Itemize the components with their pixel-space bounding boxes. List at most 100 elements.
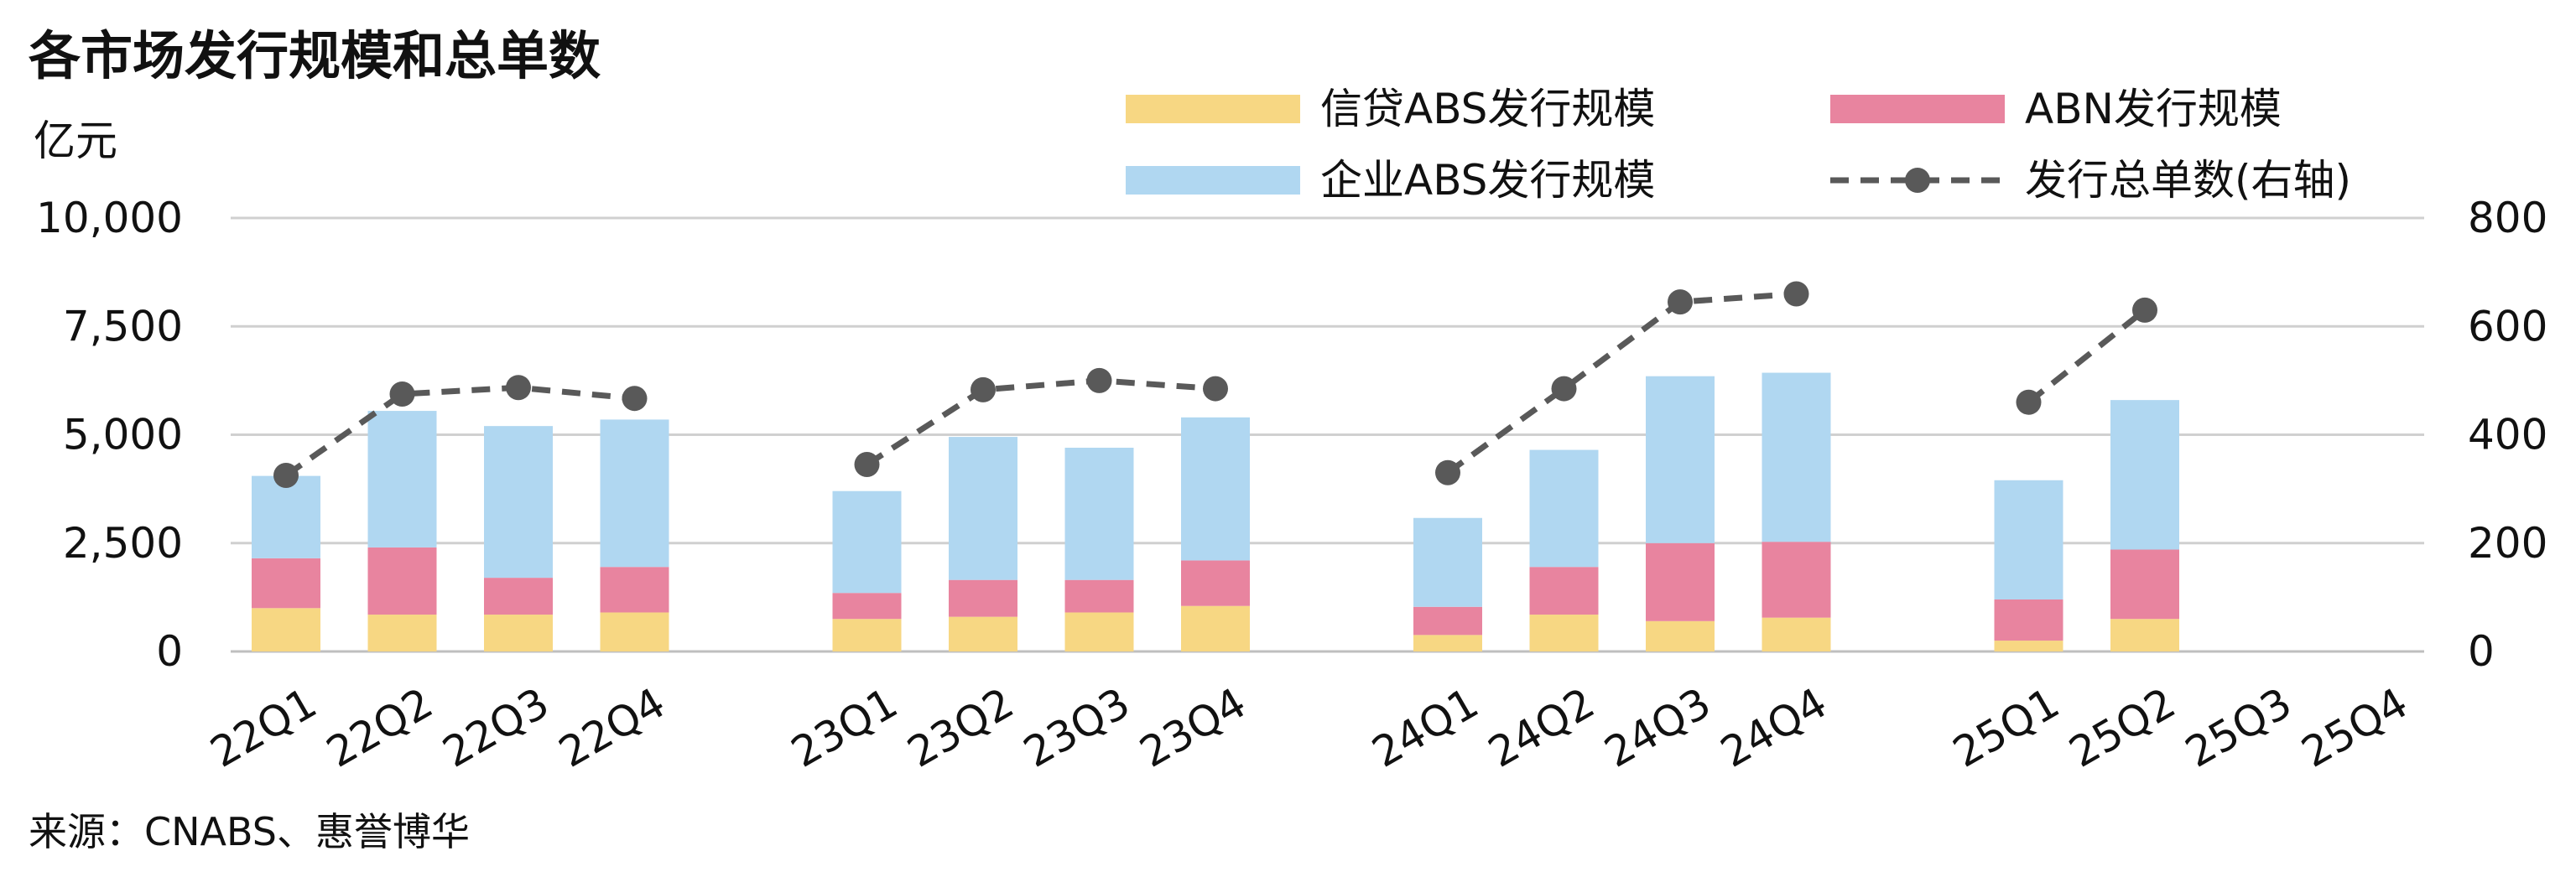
legend-label: ABN发行规模: [2025, 85, 2282, 133]
bar-segment: [1064, 448, 1134, 580]
bars: [252, 372, 2179, 651]
source-note: 来源：CNABS、惠誉博华: [29, 809, 470, 854]
line-point: [1668, 289, 1693, 315]
line-series: [273, 281, 2157, 488]
bar-segment: [1646, 620, 1715, 651]
right-tick-label: 800: [2468, 194, 2547, 242]
line-segment: [865, 377, 1216, 467]
bar-segment: [949, 437, 1017, 580]
left-tick-label: 0: [156, 627, 183, 676]
x-tick-label: 24Q4: [1713, 678, 1835, 777]
right-tick-label: 400: [2468, 411, 2547, 459]
bar-segment: [252, 475, 320, 558]
line-point: [2132, 297, 2157, 323]
bar-segment: [600, 419, 669, 568]
bar-segment: [1064, 579, 1134, 613]
bar-segment: [1413, 635, 1482, 651]
bar-segment: [1181, 417, 1250, 561]
x-tick-label: 24Q1: [1364, 678, 1486, 777]
x-tick-label: 25Q1: [1945, 678, 2068, 777]
bar-segment: [949, 579, 1017, 617]
left-axis-ticks: 0 2,500 5,000 7,500 10,000: [36, 194, 183, 676]
left-tick-label: 10,000: [36, 194, 183, 242]
legend-label: 发行总单数(右轴): [2025, 156, 2351, 205]
bar-segment: [1181, 605, 1250, 651]
left-tick-label: 2,500: [63, 519, 183, 568]
bar-segment: [1413, 606, 1482, 636]
gridlines: [231, 216, 2424, 653]
x-tick-label: 22Q2: [319, 678, 441, 777]
bar-segment: [1529, 449, 1599, 568]
x-tick-label: 23Q1: [783, 678, 906, 777]
x-tick-label: 25Q2: [2061, 678, 2183, 777]
line-point: [1551, 376, 1577, 402]
left-tick-label: 5,000: [63, 411, 183, 459]
chart-title: 各市场发行规模和总单数: [29, 25, 601, 86]
right-axis-ticks: 0 200 400 600 800: [2468, 194, 2547, 676]
bar-segment: [832, 619, 902, 651]
bar-segment: [600, 612, 669, 651]
line-point: [854, 452, 880, 478]
bar-segment: [949, 616, 1017, 651]
right-tick-label: 200: [2468, 519, 2547, 568]
right-tick-label: 0: [2468, 627, 2495, 676]
bar-segment: [832, 490, 902, 594]
line-point: [1203, 376, 1228, 402]
bar-segment: [1646, 542, 1715, 621]
legend-swatch: [1126, 95, 1300, 123]
line-point: [273, 462, 299, 488]
x-tick-label: 25Q4: [2293, 678, 2416, 777]
x-tick-label: 22Q1: [202, 678, 325, 777]
bar-segment: [1762, 372, 1831, 542]
bar-segment: [1646, 376, 1715, 543]
x-tick-label: 23Q3: [1016, 678, 1138, 777]
line-point: [1086, 367, 1112, 393]
left-axis-unit: 亿元: [34, 117, 117, 165]
line-segment: [1445, 290, 1797, 475]
bar-segment: [2110, 549, 2179, 620]
line-point: [622, 386, 648, 412]
bar-segment: [1994, 641, 2063, 651]
legend-swatch: [1126, 166, 1300, 195]
bar-segment: [832, 593, 902, 620]
right-tick-label: 600: [2468, 302, 2547, 350]
bar-segment: [367, 615, 437, 651]
line-point: [389, 381, 415, 407]
x-tick-label: 24Q2: [1481, 678, 1603, 777]
x-tick-label: 23Q2: [899, 678, 1022, 777]
bar-segment: [1529, 615, 1599, 651]
bar-segment: [1181, 560, 1250, 606]
legend-marker: [1905, 168, 1930, 193]
bar-segment: [484, 578, 553, 615]
line-point: [1783, 281, 1809, 307]
bar-segment: [1762, 542, 1831, 618]
bar-segment: [1064, 612, 1134, 651]
bar-segment: [2110, 619, 2179, 651]
legend-label: 企业ABS发行规模: [1320, 156, 1655, 205]
x-tick-label: 22Q4: [551, 678, 674, 777]
x-tick-label: 24Q3: [1596, 678, 1719, 777]
line-point: [2016, 389, 2042, 415]
bar-segment: [1762, 617, 1831, 651]
line-point: [1435, 459, 1460, 485]
bar-segment: [2110, 400, 2179, 550]
line-point: [971, 376, 996, 402]
legend-swatch: [1830, 95, 2005, 123]
x-tick-label: 23Q4: [1132, 678, 1254, 777]
legend-label: 信贷ABS发行规模: [1320, 85, 1655, 133]
line-point: [506, 375, 531, 401]
line-segment: [284, 384, 635, 478]
left-tick-label: 7,500: [63, 302, 183, 350]
line-segment: [2027, 308, 2147, 405]
bar-segment: [484, 426, 553, 579]
bar-segment: [1413, 517, 1482, 607]
bar-segment: [1994, 599, 2063, 641]
bar-segment: [484, 615, 553, 651]
bar-segment: [1529, 567, 1599, 615]
bar-segment: [367, 411, 437, 547]
bar-segment: [367, 547, 437, 615]
x-tick-label: 25Q3: [2178, 678, 2300, 777]
